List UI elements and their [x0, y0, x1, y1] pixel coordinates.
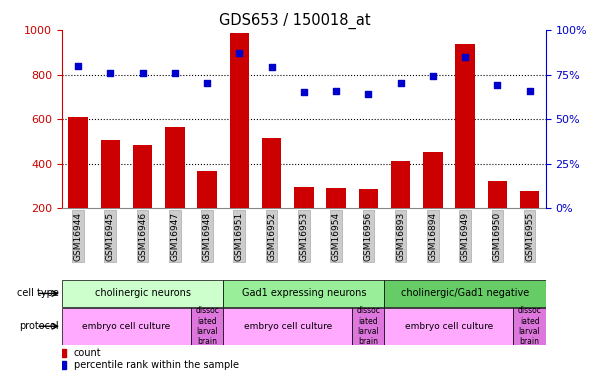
Point	[299, 89, 309, 95]
Point	[363, 91, 373, 97]
Text: GSM16945: GSM16945	[106, 211, 115, 261]
Bar	[191, 308, 223, 345]
Point	[73, 63, 83, 69]
Text: GSM16950: GSM16950	[493, 211, 502, 261]
Text: GSM16947: GSM16947	[171, 211, 179, 261]
Point	[428, 74, 438, 80]
Text: cholinergic neurons: cholinergic neurons	[94, 288, 191, 298]
Text: GSM16949: GSM16949	[461, 211, 470, 261]
Point	[525, 88, 535, 94]
Text: dissoc
iated
larval
brain: dissoc iated larval brain	[195, 306, 219, 347]
Bar	[385, 308, 513, 345]
Bar	[223, 308, 352, 345]
Text: GSM16956: GSM16956	[364, 211, 373, 261]
Bar	[62, 308, 191, 345]
Text: GSM16893: GSM16893	[396, 211, 405, 261]
Text: embryo cell culture: embryo cell culture	[83, 322, 171, 331]
Text: cholinergic/Gad1 negative: cholinergic/Gad1 negative	[401, 288, 529, 298]
Point	[396, 81, 405, 87]
Bar	[513, 308, 546, 345]
Text: cell type: cell type	[17, 288, 59, 298]
Bar	[391, 161, 410, 208]
Text: GSM16951: GSM16951	[235, 211, 244, 261]
Bar	[326, 188, 346, 208]
Text: GSM16894: GSM16894	[428, 211, 437, 261]
Text: protocol: protocol	[19, 321, 59, 331]
Point	[235, 50, 244, 56]
Bar	[198, 171, 217, 208]
Bar	[385, 280, 546, 307]
Bar	[488, 182, 507, 208]
Text: GSM16954: GSM16954	[332, 211, 340, 261]
Point	[202, 81, 212, 87]
Point	[267, 64, 276, 70]
Bar	[62, 280, 223, 307]
Text: GDS653 / 150018_at: GDS653 / 150018_at	[219, 13, 371, 29]
Bar	[423, 153, 442, 208]
Bar	[352, 308, 385, 345]
Bar	[68, 117, 88, 208]
Text: Gad1 expressing neurons: Gad1 expressing neurons	[241, 288, 366, 298]
Text: embryo cell culture: embryo cell culture	[405, 322, 493, 331]
Bar	[294, 187, 313, 208]
Point	[106, 70, 115, 76]
Bar	[101, 140, 120, 208]
Point	[138, 70, 148, 76]
Text: GSM16946: GSM16946	[138, 211, 147, 261]
Text: GSM16948: GSM16948	[202, 211, 212, 261]
Bar	[165, 127, 185, 208]
Text: dissoc
iated
larval
brain: dissoc iated larval brain	[356, 306, 381, 347]
Text: dissoc
iated
larval
brain: dissoc iated larval brain	[517, 306, 542, 347]
Bar	[230, 33, 249, 208]
Text: GSM16953: GSM16953	[299, 211, 309, 261]
Bar	[133, 145, 152, 208]
Point	[332, 88, 341, 94]
Point	[493, 82, 502, 88]
Text: GSM16944: GSM16944	[74, 211, 83, 261]
Text: GSM16952: GSM16952	[267, 211, 276, 261]
Bar	[359, 189, 378, 208]
Point	[170, 70, 179, 76]
Bar	[262, 138, 281, 208]
Text: count: count	[74, 348, 101, 358]
Text: percentile rank within the sample: percentile rank within the sample	[74, 360, 238, 370]
Bar	[520, 191, 539, 208]
Bar	[223, 280, 385, 307]
Text: embryo cell culture: embryo cell culture	[244, 322, 332, 331]
Bar	[455, 45, 475, 208]
Text: GSM16955: GSM16955	[525, 211, 534, 261]
Point	[460, 54, 470, 60]
